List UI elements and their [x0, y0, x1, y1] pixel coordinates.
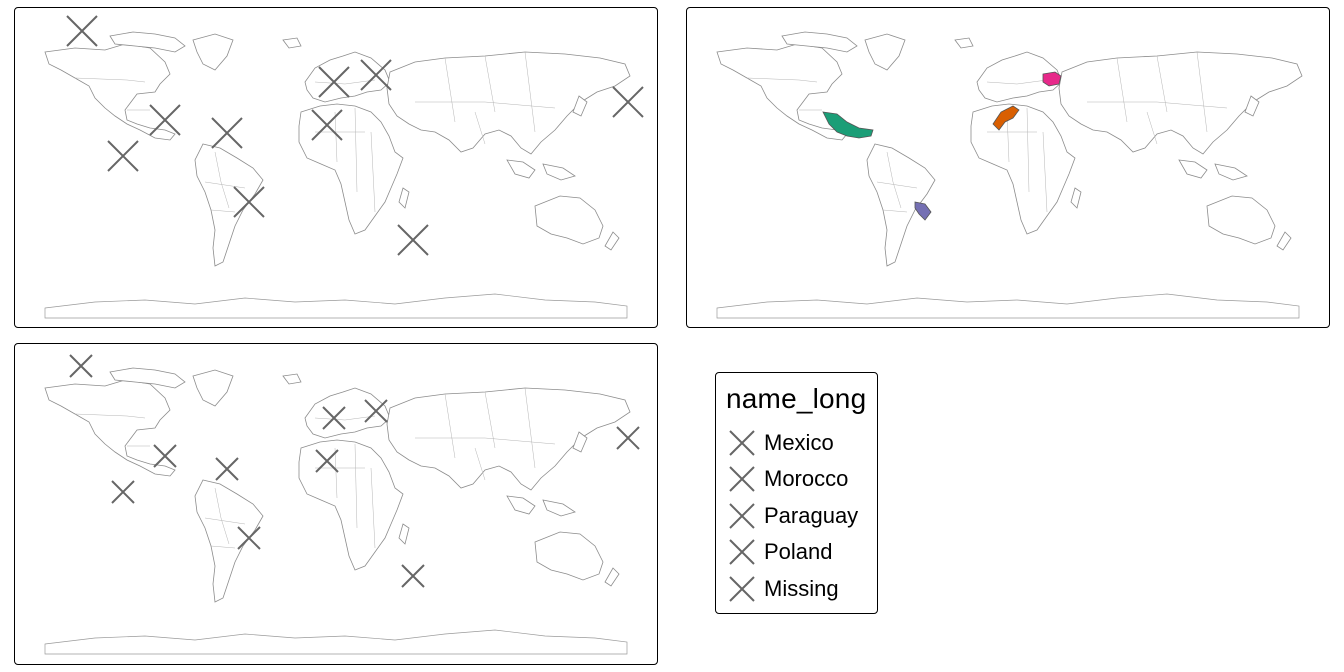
poland-shape	[1042, 71, 1062, 87]
legend-label: Missing	[764, 576, 839, 601]
x-marker-icon	[111, 480, 135, 504]
legend-item-paraguay: Paraguay	[726, 500, 876, 532]
x-marker-icon	[397, 224, 429, 256]
legend-item-mexico: Mexico	[726, 427, 876, 459]
x-marker-icon	[311, 109, 343, 141]
x-marker-icon	[149, 104, 181, 136]
x-marker-icon	[364, 399, 388, 423]
legend-item-morocco: Morocco	[726, 463, 876, 495]
map-panel-markers-large	[14, 7, 658, 328]
x-marker-icon	[211, 117, 243, 149]
x-marker-icon	[69, 354, 93, 378]
morocco-shape	[992, 105, 1020, 131]
x-marker-icon	[612, 86, 644, 118]
x-marker-icon	[315, 449, 339, 473]
x-marker-icon	[237, 526, 261, 550]
legend-title: name_long	[726, 383, 867, 414]
mexico-shape	[822, 111, 874, 139]
x-icon	[729, 503, 755, 529]
x-marker-icon	[233, 186, 265, 218]
x-marker-icon	[215, 457, 239, 481]
x-marker-icon	[318, 66, 350, 98]
legend: name_long Mexico Morocco Paraguay Poland…	[715, 372, 878, 614]
x-icon	[729, 466, 755, 492]
x-icon	[729, 576, 755, 602]
x-marker-icon	[153, 444, 177, 468]
missing-markers	[69, 354, 640, 588]
x-icon	[729, 430, 755, 456]
paraguay-shape	[914, 201, 932, 221]
legend-item-missing: Missing	[726, 573, 876, 605]
legend-label: Poland	[764, 539, 833, 564]
x-marker-icon	[322, 406, 346, 430]
x-marker-icon	[66, 15, 98, 47]
highlighted-countries	[822, 71, 1062, 221]
x-marker-icon	[616, 426, 640, 450]
map-panel-choropleth	[686, 7, 1330, 328]
legend-label: Mexico	[764, 430, 834, 455]
legend-item-poland: Poland	[726, 536, 876, 568]
missing-markers	[66, 15, 644, 256]
x-marker-icon	[401, 564, 425, 588]
legend-label: Paraguay	[764, 503, 859, 528]
x-marker-icon	[360, 59, 392, 91]
legend-label: Morocco	[764, 466, 849, 491]
x-marker-icon	[107, 140, 139, 172]
x-icon	[729, 539, 755, 565]
map-panel-markers-small	[14, 343, 658, 665]
